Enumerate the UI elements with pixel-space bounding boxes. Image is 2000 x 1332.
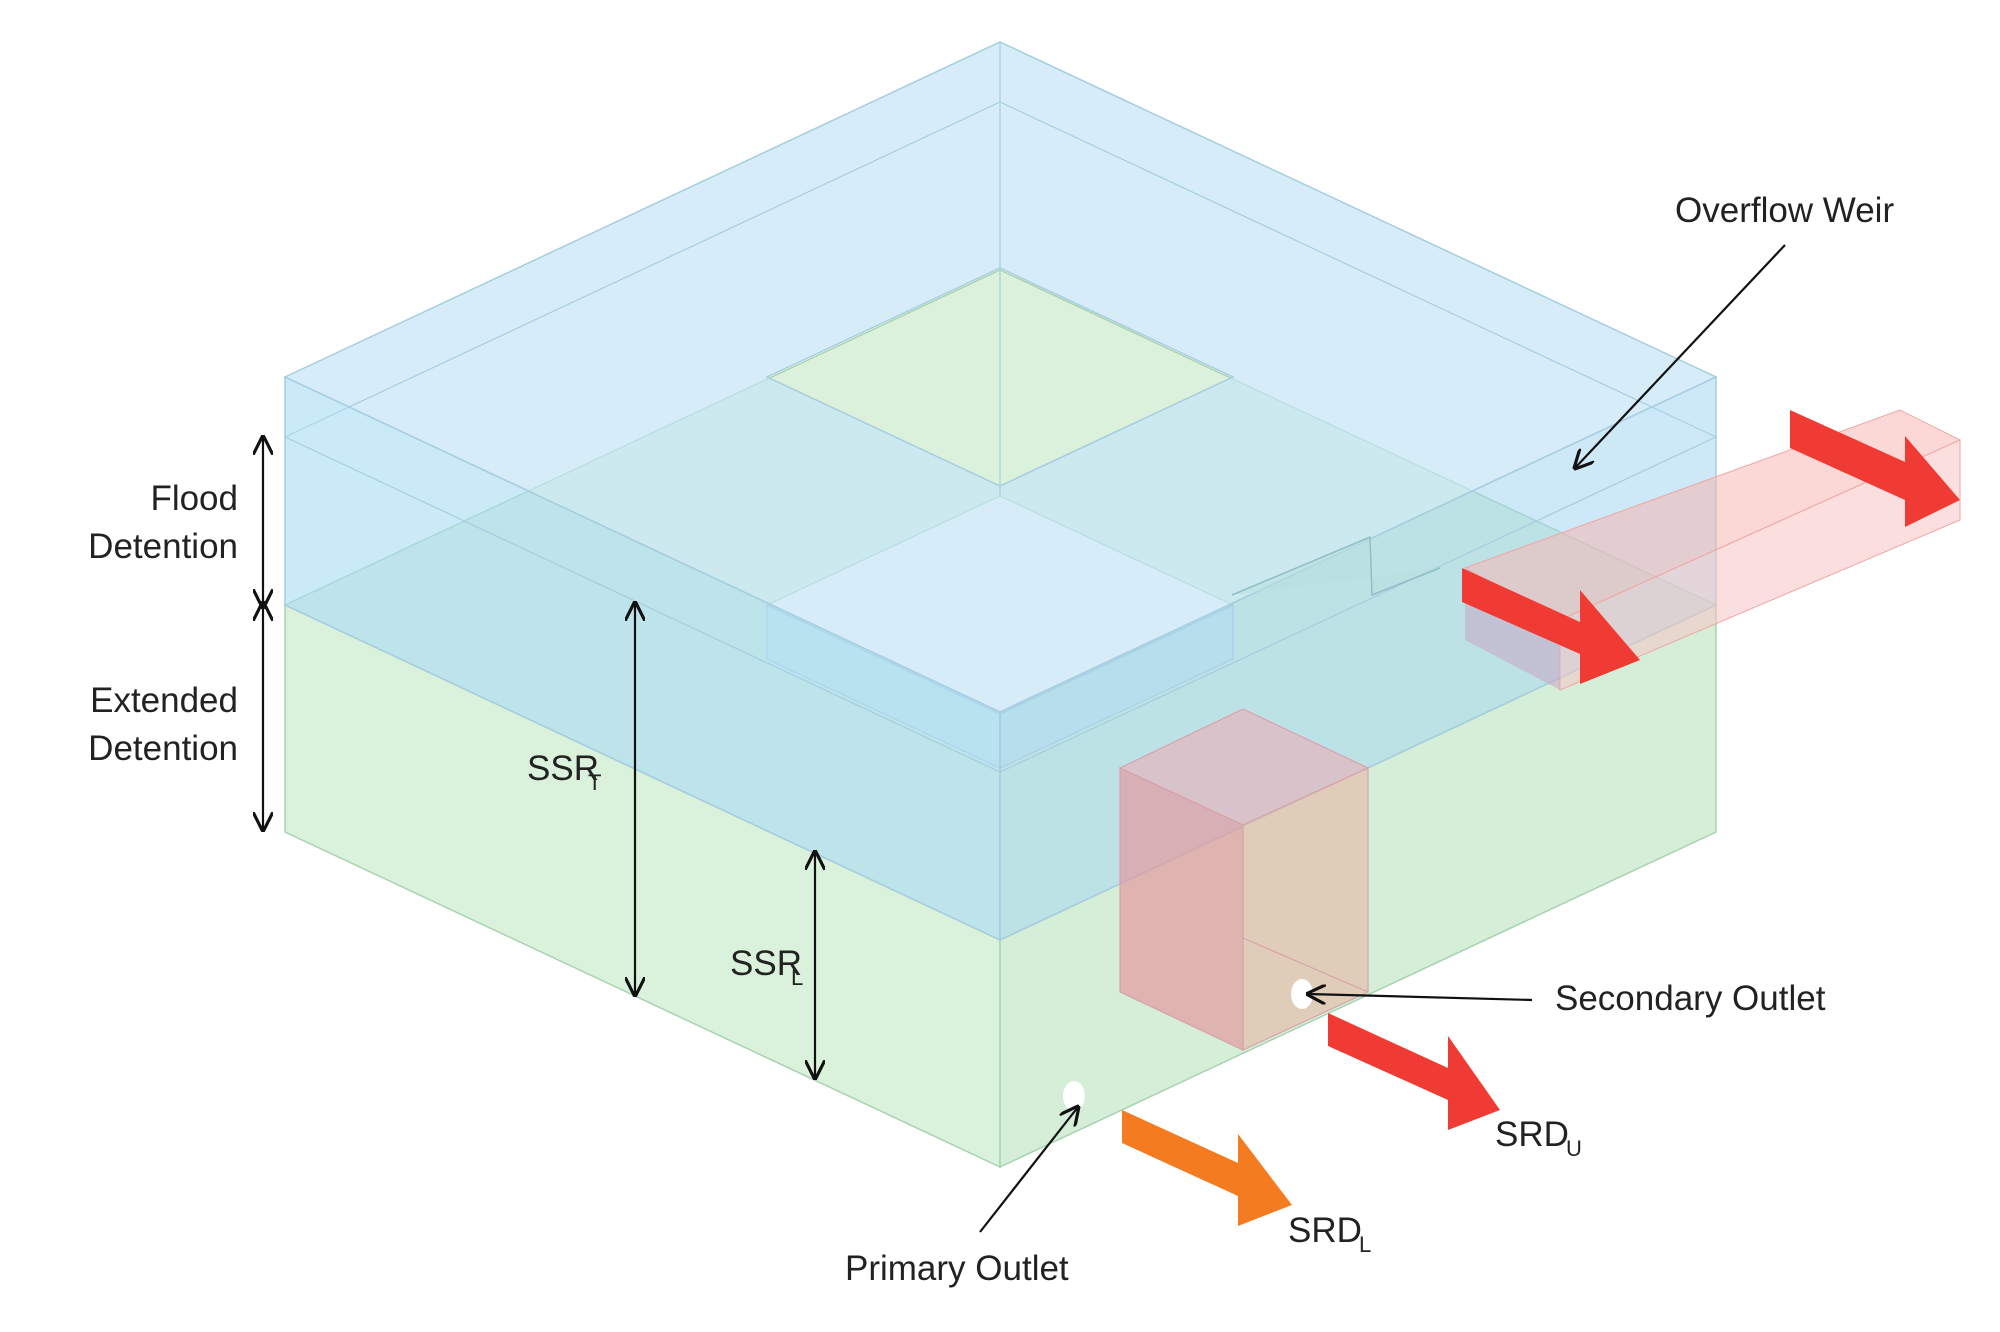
- extended-detention-label-line1: Extended: [90, 681, 238, 720]
- primary-outlet-leader: [979, 1107, 1078, 1233]
- flood-detention-label-line1: Flood: [150, 479, 238, 518]
- srd-u-label: SRD: [1495, 1115, 1569, 1154]
- overflow-weir-label: Overflow Weir: [1675, 191, 1894, 230]
- ssr-t-label: SSR: [527, 749, 599, 788]
- srd-l-arrow: [1122, 1110, 1292, 1226]
- srd-u-arrow: [1328, 1013, 1500, 1130]
- ssr-l-label: SSR: [730, 944, 802, 983]
- primary-outlet-label: Primary Outlet: [845, 1249, 1069, 1288]
- ssr-t-subscript: T: [588, 770, 601, 795]
- srd-l-label: SRD: [1288, 1211, 1362, 1250]
- overflow-weir-leader: [1575, 244, 1786, 468]
- extended-detention-label-line2: Detention: [88, 729, 238, 768]
- secondary-outlet-label: Secondary Outlet: [1555, 979, 1826, 1018]
- overflow-arrow-upper-shape: [1790, 410, 1960, 527]
- outlet-structure-box: [1118, 708, 1370, 1051]
- srd-u-subscript: U: [1566, 1136, 1582, 1161]
- ssr-l-subscript: L: [791, 965, 803, 990]
- secondary-outlet-leader: [1308, 994, 1533, 1000]
- overflow-arrow-lower: [1462, 568, 1640, 684]
- srd-l-subscript: L: [1359, 1232, 1371, 1257]
- primary-outlet-hole: [1063, 1081, 1085, 1111]
- flood-detention-label-line2: Detention: [88, 527, 238, 566]
